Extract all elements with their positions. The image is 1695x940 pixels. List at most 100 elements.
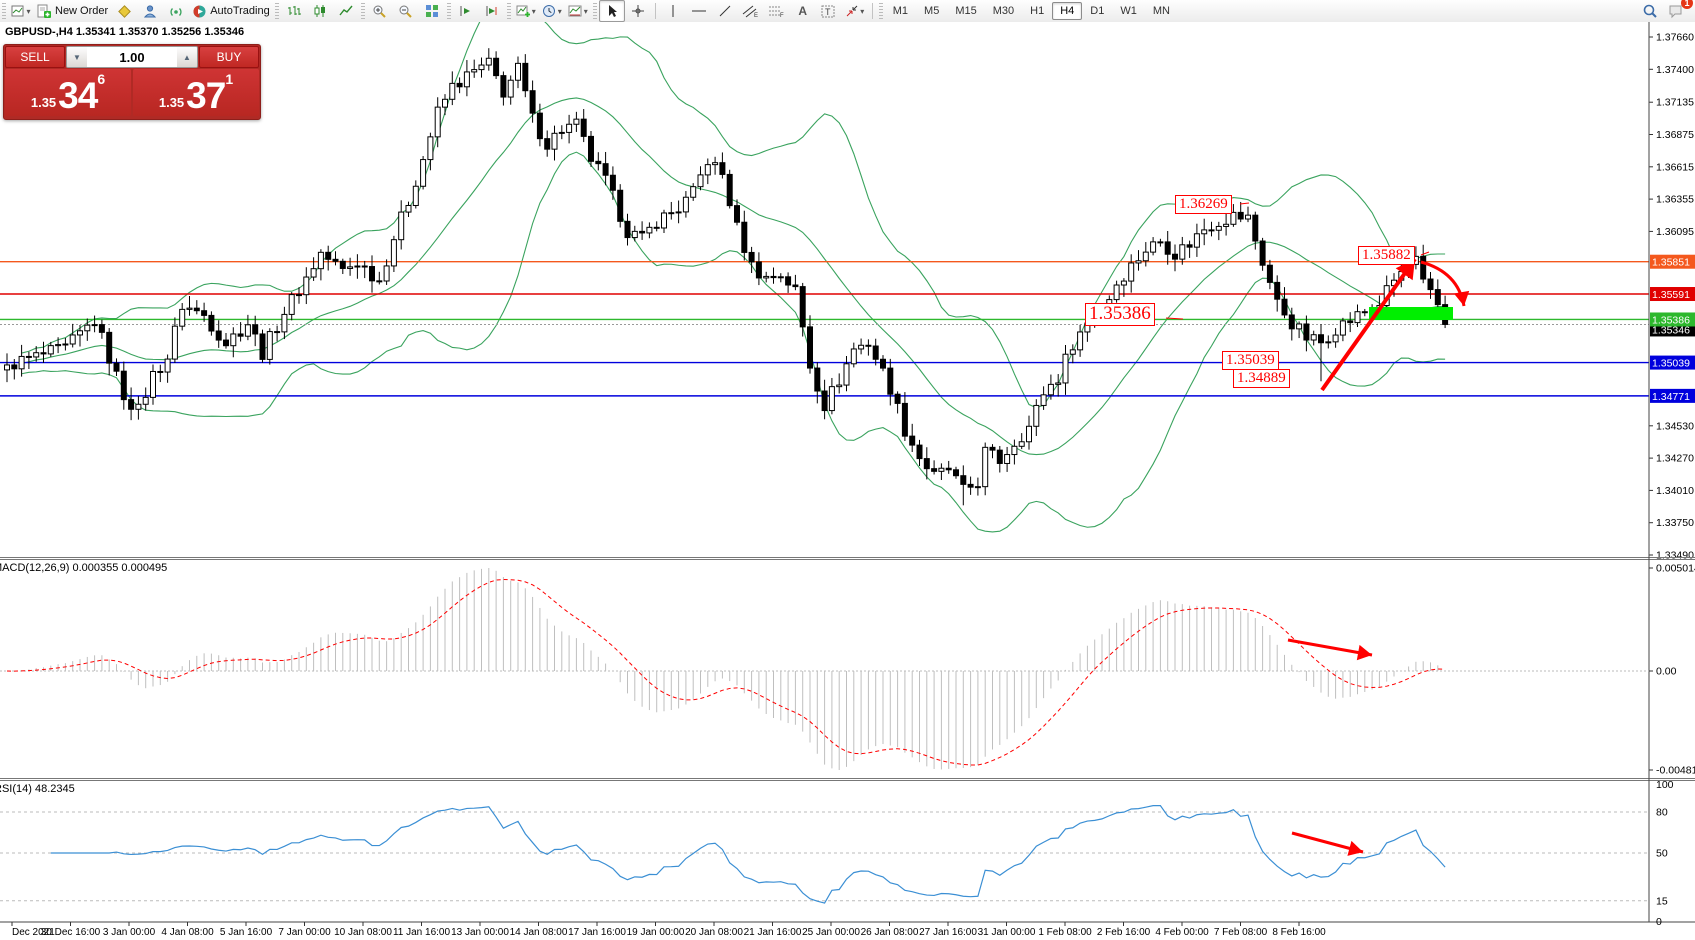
- autotrading-button[interactable]: AutoTrading: [189, 0, 273, 22]
- trend-arrow[interactable]: [1420, 260, 1466, 307]
- candle: [171, 325, 178, 360]
- arrows-tool[interactable]: ▾: [842, 0, 868, 22]
- candle: [259, 333, 266, 360]
- trend-arrow[interactable]: [1287, 638, 1373, 657]
- svg-text:1.35851: 1.35851: [1652, 257, 1690, 269]
- text-tool[interactable]: A: [798, 4, 808, 18]
- search-icon[interactable]: [1637, 0, 1663, 22]
- volume-decrease-button[interactable]: ▼: [67, 47, 87, 67]
- macd-histogram: [13, 568, 1446, 770]
- candle: [47, 345, 54, 355]
- templates-icon[interactable]: ▾: [565, 0, 591, 22]
- candle: [1179, 244, 1186, 260]
- price-annotation-label[interactable]: 1.36269: [1175, 195, 1232, 214]
- hline-1.34771-axis-box: 1.34771: [1650, 388, 1695, 403]
- new-order-button[interactable]: New Order: [34, 0, 111, 22]
- vertical-line-tool[interactable]: [660, 0, 686, 22]
- bollinger-middle[interactable]: [21, 97, 1446, 456]
- notification-count-badge: 1: [1681, 0, 1693, 9]
- rsi-line[interactable]: [50, 805, 1446, 904]
- price-annotation-label[interactable]: 1.35039: [1222, 351, 1279, 370]
- buy-button[interactable]: BUY: [199, 46, 259, 68]
- candle: [186, 307, 193, 310]
- bar-chart-mode-icon[interactable]: [281, 0, 307, 22]
- signals-icon[interactable]: [163, 0, 189, 22]
- volume-input[interactable]: [87, 47, 177, 67]
- candle: [763, 275, 770, 279]
- timeframe-m15[interactable]: M15: [955, 5, 977, 17]
- equidistant-channel-tool[interactable]: E: [738, 0, 764, 22]
- sell-price-display[interactable]: 1.35 34 6: [5, 69, 131, 116]
- time-axis-label: 26 Jan 08:00: [861, 927, 919, 938]
- chart-shift-icon[interactable]: [479, 0, 505, 22]
- rsi-indicator-label: RSI(14) 48.2345: [0, 783, 75, 795]
- main-toolbar: ▾ New Order AutoTrading: [0, 0, 1695, 23]
- timeframe-m30[interactable]: M30: [992, 5, 1015, 17]
- candle: [135, 403, 142, 410]
- chart-canvas[interactable]: 1.353461.358511.355911.353861.350391.347…: [0, 22, 1695, 940]
- time-axis-label: 20 Jan 08:00: [685, 927, 743, 938]
- new-chart-icon[interactable]: ▾: [8, 0, 34, 22]
- timeframe-w1[interactable]: W1: [1120, 5, 1137, 17]
- periods-icon[interactable]: ▾: [539, 0, 565, 22]
- candle: [449, 82, 456, 100]
- candle: [266, 331, 273, 360]
- candle: [522, 62, 529, 92]
- candle: [1026, 425, 1032, 443]
- timeframe-h4[interactable]: H4: [1052, 2, 1083, 20]
- candle: [741, 221, 748, 253]
- toolbar-grip[interactable]: [2, 3, 6, 19]
- price-annotation-label[interactable]: 1.34889: [1233, 369, 1290, 388]
- market-watch-icon[interactable]: [137, 0, 163, 22]
- candle: [77, 330, 83, 336]
- timeframe-m1[interactable]: M1: [892, 5, 909, 17]
- crosshair-tool[interactable]: [625, 0, 651, 22]
- timeframe-mn[interactable]: MN: [1152, 5, 1170, 17]
- sell-button[interactable]: SELL: [5, 46, 65, 68]
- candle: [566, 123, 573, 133]
- tile-windows-icon[interactable]: [419, 0, 445, 22]
- buy-price-display[interactable]: 1.35 37 1: [133, 69, 259, 116]
- bollinger-lower[interactable]: [21, 151, 1446, 533]
- candle: [953, 469, 959, 477]
- text-label-tool[interactable]: T: [816, 0, 842, 22]
- candle: [1047, 383, 1054, 396]
- chart-window[interactable]: 1.35346 1.35851 1.35591 1.35386 1.35039 1.347…: [0, 22, 1695, 940]
- zoom-out-icon[interactable]: [393, 0, 419, 22]
- arrowhead: [1453, 290, 1470, 306]
- candle: [303, 276, 310, 296]
- horizontal-line-tool[interactable]: [686, 0, 712, 22]
- timeframe-m5[interactable]: M5: [924, 5, 940, 17]
- candle: [142, 396, 149, 405]
- price-axis-label: 1.36615: [1656, 161, 1694, 173]
- candle: [850, 348, 857, 365]
- fibonacci-tool[interactable]: F: [764, 0, 790, 22]
- highlight-zone[interactable]: [1369, 307, 1453, 320]
- candle: [704, 164, 711, 176]
- candle: [960, 475, 967, 485]
- macd-axis-label: 0.005014: [1656, 563, 1695, 575]
- line-chart-mode-icon[interactable]: [333, 0, 359, 22]
- candle: [909, 435, 916, 446]
- candlestick-mode-icon[interactable]: [307, 0, 333, 22]
- sell-price-prefix: 1.35: [30, 95, 57, 110]
- auto-scroll-icon[interactable]: [453, 0, 479, 22]
- zoom-in-icon[interactable]: [367, 0, 393, 22]
- candle: [1281, 298, 1288, 316]
- candle: [33, 352, 40, 358]
- trendline-tool[interactable]: [712, 0, 738, 22]
- trend-arrow[interactable]: [1320, 257, 1417, 392]
- price-annotation-label[interactable]: 1.35386: [1085, 303, 1155, 326]
- indicators-icon[interactable]: ▾: [513, 0, 539, 22]
- cursor-tool[interactable]: [598, 0, 625, 22]
- time-axis-label: 21 Jan 16:00: [744, 927, 802, 938]
- timeframe-d1[interactable]: D1: [1090, 5, 1105, 17]
- candle: [164, 358, 171, 373]
- price-annotation-label[interactable]: 1.35882: [1358, 246, 1415, 265]
- notifications-icon[interactable]: 1: [1663, 0, 1693, 22]
- volume-increase-button[interactable]: ▲: [177, 47, 197, 67]
- profile-icon[interactable]: [111, 0, 137, 22]
- timeframe-h1[interactable]: H1: [1030, 5, 1045, 17]
- candle: [1318, 334, 1324, 344]
